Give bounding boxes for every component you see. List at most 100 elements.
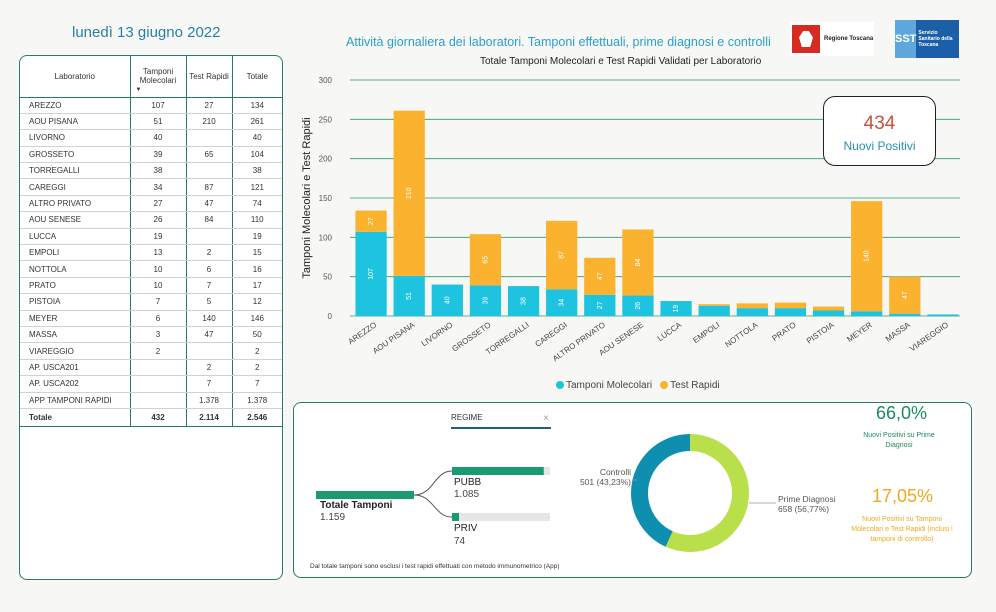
y-tick-label: 50 xyxy=(323,273,332,282)
bar-molecolari[interactable] xyxy=(393,275,425,316)
regime-slicer[interactable]: REGIME × xyxy=(451,413,551,429)
table-row[interactable]: EMPOLI 13 2 15 xyxy=(20,244,282,262)
bar-molecolari[interactable] xyxy=(774,308,807,316)
table-cell: PISTOIA xyxy=(20,293,131,311)
table-cell: GROSSETO xyxy=(20,146,131,164)
pct-prime-diagnosi-label: Nuovi Positivi su Prime Diagnosi xyxy=(863,432,935,449)
bar-rapidi[interactable] xyxy=(774,302,807,309)
table-row[interactable]: CAREGGI 34 87 121 xyxy=(20,178,282,196)
bar-molecolari[interactable] xyxy=(851,311,883,316)
table-cell: 10 xyxy=(130,277,187,295)
table-row[interactable]: TORREGALLI 38 38 xyxy=(20,162,282,180)
table-row[interactable]: AP. USCA201 2 2 xyxy=(20,359,282,377)
bar-rapidi[interactable] xyxy=(469,234,502,286)
bar-rapidi[interactable] xyxy=(393,110,425,276)
bar-molecolari[interactable] xyxy=(698,305,730,316)
bar-rapidi[interactable] xyxy=(851,201,883,312)
priv-label: PRIV xyxy=(454,523,478,534)
table-cell: LIVORNO xyxy=(20,129,131,147)
table-cell: 27 xyxy=(186,97,233,114)
y-tick-label: 200 xyxy=(319,155,333,164)
bar-molecolari[interactable] xyxy=(622,295,654,316)
table-row[interactable]: LUCCA 19 19 xyxy=(20,228,282,246)
pubb-bar[interactable] xyxy=(452,467,544,475)
table-row[interactable]: PRATO 10 7 17 xyxy=(20,277,282,295)
table-row[interactable]: GROSSETO 39 65 104 xyxy=(20,146,282,164)
table-cell: 2 xyxy=(186,244,233,262)
root-value: 1.159 xyxy=(320,512,346,523)
table-cell: 51 xyxy=(130,113,187,131)
legend-item-molecolari[interactable]: Tamponi Molecolari xyxy=(556,380,652,391)
prime-value: 658 (56,77%) xyxy=(778,504,830,514)
table-row[interactable]: AOU SENESE 26 84 110 xyxy=(20,211,282,229)
table-cell: 6 xyxy=(186,260,233,278)
table-row[interactable]: MEYER 6 140 146 xyxy=(20,310,282,327)
prime-label: Prime Diagnosi xyxy=(778,494,836,504)
bar-rapidi[interactable] xyxy=(584,257,616,295)
table-cell: TORREGALLI xyxy=(20,162,131,180)
y-axis-label: Tamponi Molecolari e Test Rapidi xyxy=(301,117,313,278)
bar-rapidi[interactable] xyxy=(355,210,387,232)
table-row[interactable]: VIAREGGIO 2 2 xyxy=(20,342,282,360)
table-cell: 34 xyxy=(130,178,187,196)
kpi-value: 434 xyxy=(863,113,896,134)
slicer-clear-icon[interactable]: × xyxy=(543,413,549,424)
table-cell: 10 xyxy=(130,260,187,278)
table-cell: CAREGGI xyxy=(20,178,131,196)
table-row[interactable]: NOTTOLA 10 6 16 xyxy=(20,260,282,278)
table-cell: 27 xyxy=(130,195,187,213)
table-cell: MEYER xyxy=(20,310,131,327)
table-row[interactable]: AP. USCA202 7 7 xyxy=(20,375,282,393)
bar-molecolari[interactable] xyxy=(469,285,502,316)
donut-slice-prime-diagnosi[interactable] xyxy=(665,434,750,552)
bar-molecolari[interactable] xyxy=(431,284,463,316)
bar-molecolari[interactable] xyxy=(546,289,578,316)
table-cell: 261 xyxy=(232,113,282,131)
donut-slice-controlli[interactable] xyxy=(631,434,690,547)
bar-rapidi[interactable] xyxy=(622,229,654,296)
column-header[interactable]: Laboratorio xyxy=(20,56,131,98)
table-row[interactable]: LIVORNO 40 40 xyxy=(20,129,282,147)
column-header[interactable]: Totale xyxy=(232,56,282,98)
column-header[interactable]: Test Rapidi xyxy=(186,56,233,98)
table-cell: 140 xyxy=(186,310,233,327)
table-row[interactable]: APP TAMPONI RAPIDI 1.378 1.378 xyxy=(20,392,282,409)
table-row[interactable]: AREZZO 107 27 134 xyxy=(20,97,282,114)
bar-molecolari[interactable] xyxy=(355,231,387,316)
table-cell: 65 xyxy=(186,146,233,164)
priv-bar[interactable] xyxy=(452,513,459,521)
kpi-nuovi-positivi[interactable]: 434 Nuovi Positivi xyxy=(823,96,936,166)
bar-molecolari[interactable] xyxy=(507,286,540,316)
table-row[interactable]: MASSA 3 47 50 xyxy=(20,326,282,344)
table-row[interactable]: AOU PISANA 51 210 261 xyxy=(20,113,282,131)
table-cell: 47 xyxy=(186,195,233,213)
table-cell: 210 xyxy=(186,113,233,131)
sst-logo: SST Servizio Sanitario della Toscana xyxy=(895,20,959,58)
bar-molecolari[interactable] xyxy=(927,314,959,316)
bar-molecolari[interactable] xyxy=(812,310,845,316)
bar-molecolari[interactable] xyxy=(736,308,768,316)
bar-rapidi[interactable] xyxy=(698,304,730,306)
data-label-rapidi: 47 xyxy=(902,291,909,299)
table-cell: 134 xyxy=(232,97,282,114)
bar-rapidi[interactable] xyxy=(546,220,578,290)
bar-molecolari[interactable] xyxy=(889,313,921,316)
table-cell: 87 xyxy=(186,178,233,196)
bar-molecolari[interactable] xyxy=(584,294,616,316)
bar-rapidi[interactable] xyxy=(812,306,845,311)
footnote: Dal totale tamponi sono esclusi i test r… xyxy=(310,563,560,570)
bar-rapidi[interactable] xyxy=(736,303,768,309)
table-row[interactable]: ALTRO PRIVATO 27 47 74 xyxy=(20,195,282,213)
bar-rapidi[interactable] xyxy=(889,276,921,314)
pct-prime-diagnosi: 66,0% xyxy=(876,403,928,423)
data-label-rapidi: 27 xyxy=(368,217,375,225)
legend-item-rapidi[interactable]: Test Rapidi xyxy=(660,380,720,391)
bar-molecolari[interactable] xyxy=(660,301,692,316)
table-row[interactable]: PISTOIA 7 5 12 xyxy=(20,293,282,311)
legend-label-rapidi: Test Rapidi xyxy=(670,380,720,391)
controlli-label: Controlli xyxy=(599,467,631,477)
table-cell: 38 xyxy=(130,162,187,180)
chart-title: Totale Tamponi Molecolari e Test Rapidi … xyxy=(480,56,762,67)
column-header[interactable]: Tamponi Molecolari ▼ xyxy=(130,56,187,98)
root-bar[interactable] xyxy=(316,491,414,499)
